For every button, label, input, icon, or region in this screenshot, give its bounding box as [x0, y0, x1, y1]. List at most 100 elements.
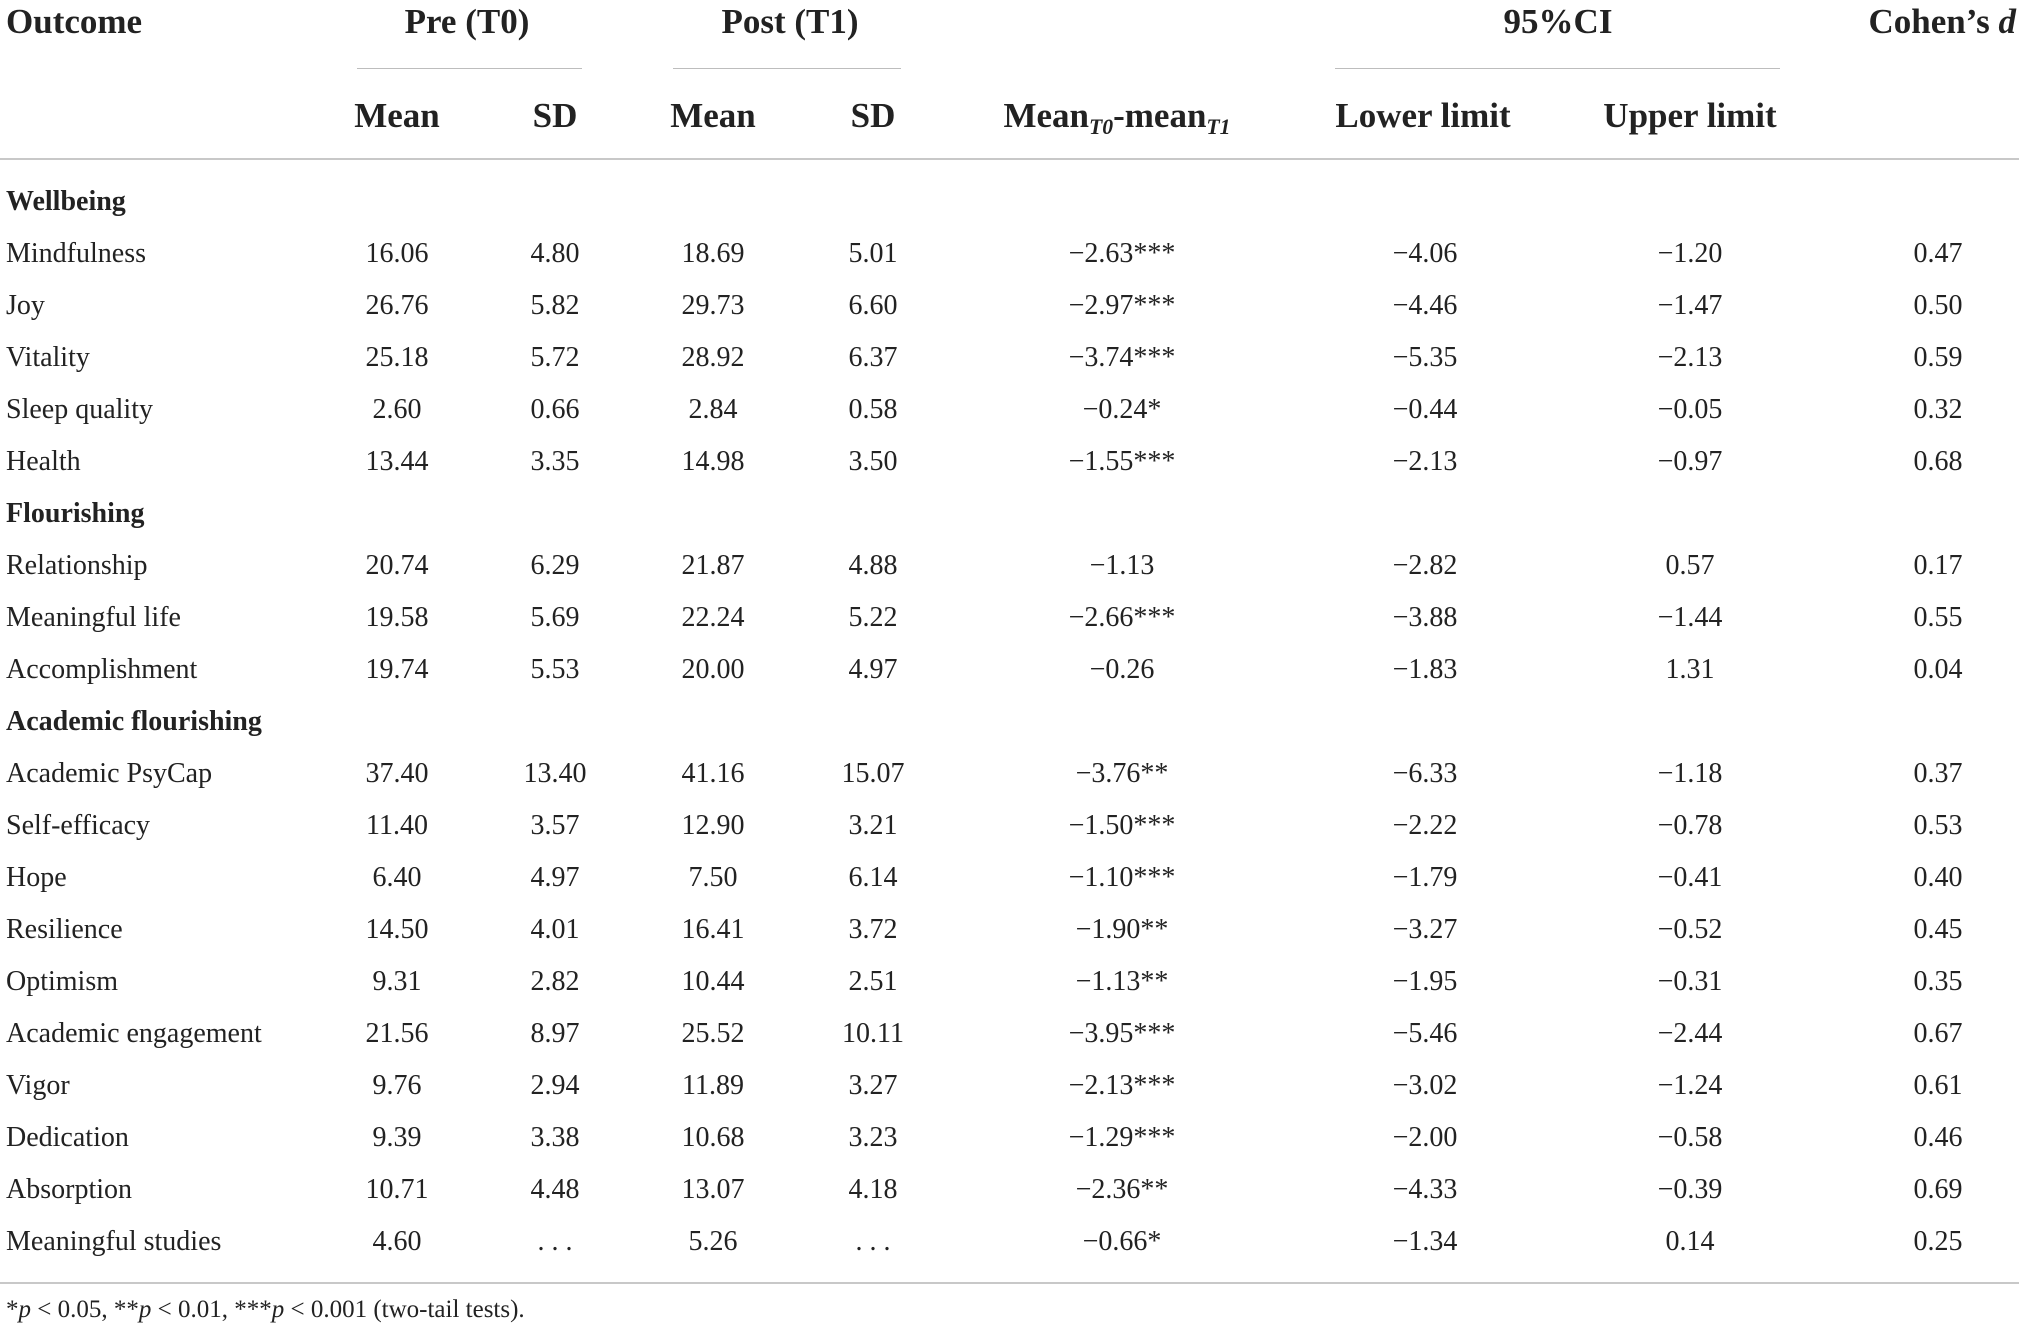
post-mean-cell: 12.90	[681, 810, 745, 841]
table-row: Vigor 9.76 2.94 11.89 3.27 −2.13*** −3.02 −1.24…	[0, 1060, 2019, 1112]
upper-limit-cell: 0.14	[1665, 1226, 1715, 1257]
mean-diff-cell: −1.10***	[1068, 862, 1176, 893]
post-sd-cell: 0.58	[848, 394, 898, 425]
mean-diff-cell: −2.97***	[1068, 290, 1176, 321]
mean-diff-cell: −1.90**	[1075, 914, 1169, 945]
mean-diff-cell: −2.63***	[1068, 238, 1176, 269]
table-row: Accomplishment 19.74 5.53 20.00 4.97 −0.26 −1.…	[0, 644, 2019, 696]
table-row: Relationship 20.74 6.29 21.87 4.88 −1.13 −2.82…	[0, 540, 2019, 592]
pre-mean-cell: 21.56	[365, 1018, 429, 1049]
cohens-d-cell: 0.37	[1913, 758, 1963, 789]
header-ci: 95%CI	[1503, 2, 1613, 41]
table-row: Resilience 14.50 4.01 16.41 3.72 −1.90** −3.27…	[0, 904, 2019, 956]
pre-sd-cell: 3.57	[530, 810, 580, 841]
outcome-cell: Meaningful life	[6, 602, 181, 633]
lower-limit-cell: −3.02	[1392, 1070, 1458, 1101]
upper-limit-cell: −0.31	[1657, 966, 1723, 997]
outcome-cell: Academic PsyCap	[6, 758, 213, 789]
mean-diff-cell: −3.95***	[1068, 1018, 1176, 1049]
pre-mean-cell: 9.76	[372, 1070, 422, 1101]
pre-sd-cell: 4.80	[530, 238, 580, 269]
table-row: Optimism 9.31 2.82 10.44 2.51 −1.13** −1.95 −0.…	[0, 956, 2019, 1008]
post-mean-cell: 18.69	[681, 238, 745, 269]
post-sd-cell: 6.14	[848, 862, 898, 893]
ci-group-rule	[1335, 68, 1780, 69]
pre-mean-cell: 16.06	[365, 238, 429, 269]
mean-diff-cell: −3.76**	[1075, 758, 1169, 789]
table-row: Hope 6.40 4.97 7.50 6.14 −1.10*** −1.79 −0.41 0.…	[0, 852, 2019, 904]
header-post: Post (T1)	[721, 2, 859, 41]
table-bottom-rule	[0, 1282, 2019, 1284]
pre-sd-cell: 0.66	[530, 394, 580, 425]
post-mean-cell: 41.16	[681, 758, 745, 789]
cohens-d-cell: 0.25	[1913, 1226, 1963, 1257]
upper-limit-cell: −0.39	[1657, 1174, 1723, 1205]
outcome-cell: Academic engagement	[6, 1018, 262, 1049]
header-pre: Pre (T0)	[404, 2, 530, 41]
post-mean-cell: 14.98	[681, 446, 745, 477]
cohens-d-cell: 0.46	[1913, 1122, 1963, 1153]
table-row: Academic PsyCap 37.40 13.40 41.16 15.07 −3.76…	[0, 748, 2019, 800]
post-mean-cell: 25.52	[681, 1018, 745, 1049]
post-sd-cell: . . .	[855, 1226, 891, 1257]
upper-limit-cell: −0.41	[1657, 862, 1723, 893]
pre-sd-cell: 2.82	[530, 966, 580, 997]
pre-sd-cell: 4.48	[530, 1174, 580, 1205]
pre-mean-cell: 9.31	[372, 966, 422, 997]
pre-mean-cell: 4.60	[372, 1226, 422, 1257]
post-mean-cell: 28.92	[681, 342, 745, 373]
outcome-cell: Joy	[6, 290, 45, 321]
lower-limit-cell: −1.83	[1392, 654, 1458, 685]
post-sd-cell: 4.97	[848, 654, 898, 685]
upper-limit-cell: −1.47	[1657, 290, 1723, 321]
table-row: Sleep quality 2.60 0.66 2.84 0.58 −0.24* −0.44…	[0, 384, 2019, 436]
pre-mean-cell: 13.44	[365, 446, 429, 477]
lower-limit-cell: −2.82	[1392, 550, 1458, 581]
mean-diff-cell: −1.29***	[1068, 1122, 1176, 1153]
outcome-cell: Absorption	[6, 1174, 132, 1205]
outcome-cell: Self-efficacy	[6, 810, 151, 841]
pre-sd-cell: 6.29	[530, 550, 580, 581]
lower-limit-cell: −2.22	[1392, 810, 1458, 841]
pre-sd-cell: 13.40	[523, 758, 587, 789]
pre-sd-cell: 4.01	[530, 914, 580, 945]
outcome-cell: Optimism	[6, 966, 119, 997]
cohens-d-cell: 0.40	[1913, 862, 1963, 893]
mean-diff-cell: −1.55***	[1068, 446, 1176, 477]
pre-mean-cell: 11.40	[366, 810, 428, 841]
lower-limit-cell: −1.79	[1392, 862, 1458, 893]
mean-diff-cell: −1.50***	[1068, 810, 1176, 841]
upper-limit-cell: −1.20	[1657, 238, 1723, 269]
upper-limit-cell: −2.13	[1657, 342, 1723, 373]
post-sd-cell: 3.50	[848, 446, 898, 477]
table-row: Dedication 9.39 3.38 10.68 3.23 −1.29*** −2.00…	[0, 1112, 2019, 1164]
header-bottom-rule	[0, 158, 2019, 160]
section-row: Wellbeing	[0, 176, 2019, 228]
table-row: Vitality 25.18 5.72 28.92 6.37 −3.74*** −5.35 −…	[0, 332, 2019, 384]
cohens-d-cell: 0.45	[1913, 914, 1963, 945]
pre-mean-cell: 20.74	[365, 550, 429, 581]
lower-limit-cell: −4.06	[1392, 238, 1458, 269]
outcome-cell: Health	[6, 446, 81, 477]
outcome-cell: Dedication	[6, 1122, 129, 1153]
pre-mean-cell: 6.40	[372, 862, 422, 893]
lower-limit-cell: −4.46	[1392, 290, 1458, 321]
lower-limit-cell: −3.88	[1392, 602, 1458, 633]
mean-diff-cell: −0.26	[1089, 654, 1155, 685]
lower-limit-cell: −2.00	[1392, 1122, 1458, 1153]
pre-mean-cell: 19.58	[365, 602, 429, 633]
pre-sd-cell: . . .	[537, 1226, 573, 1257]
table-row: Academic engagement 21.56 8.97 25.52 10.11 −3…	[0, 1008, 2019, 1060]
pre-sd-cell: 8.97	[530, 1018, 580, 1049]
lower-limit-cell: −4.33	[1392, 1174, 1458, 1205]
outcome-cell: Sleep quality	[6, 394, 153, 425]
post-mean-cell: 21.87	[681, 550, 745, 581]
section-title: Flourishing	[6, 498, 145, 529]
table-row: Health 13.44 3.35 14.98 3.50 −1.55*** −2.13 −0.…	[0, 436, 2019, 488]
post-mean-cell: 16.41	[681, 914, 745, 945]
post-group-rule	[673, 68, 901, 69]
pre-mean-cell: 19.74	[365, 654, 429, 685]
cohens-d-cell: 0.53	[1913, 810, 1963, 841]
post-mean-cell: 7.50	[688, 862, 738, 893]
outcome-cell: Hope	[6, 862, 67, 893]
